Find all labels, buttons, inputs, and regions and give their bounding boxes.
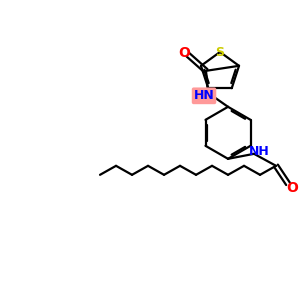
Text: O: O bbox=[178, 46, 190, 60]
Text: O: O bbox=[286, 181, 298, 195]
Text: S: S bbox=[215, 46, 224, 59]
Text: NH: NH bbox=[249, 145, 269, 158]
Text: HN: HN bbox=[194, 89, 214, 102]
